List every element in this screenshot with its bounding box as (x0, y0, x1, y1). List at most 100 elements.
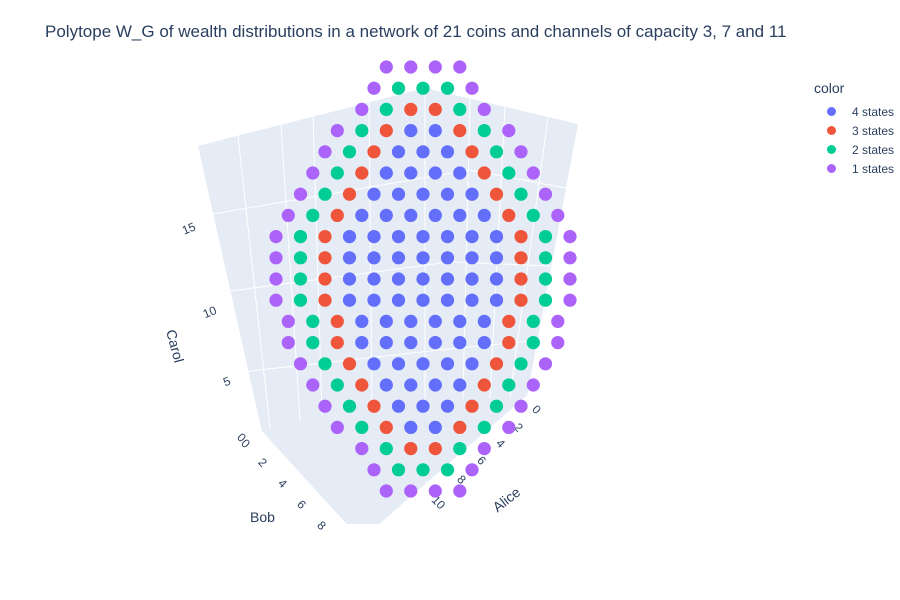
data-point[interactable] (514, 399, 528, 413)
data-point[interactable] (355, 102, 369, 116)
data-point[interactable] (453, 314, 467, 328)
data-point[interactable] (416, 399, 430, 413)
data-point[interactable] (477, 166, 491, 180)
data-point[interactable] (367, 293, 381, 307)
data-point[interactable] (538, 187, 553, 201)
data-point[interactable] (318, 145, 332, 159)
data-point[interactable] (269, 293, 283, 307)
data-point[interactable] (318, 272, 332, 286)
data-point[interactable] (428, 420, 442, 434)
data-point[interactable] (453, 484, 467, 498)
data-point[interactable] (477, 442, 491, 456)
data-point[interactable] (416, 272, 430, 286)
data-point[interactable] (391, 251, 406, 265)
data-point[interactable] (355, 124, 369, 138)
data-point[interactable] (453, 102, 467, 116)
data-point[interactable] (538, 293, 553, 307)
data-point[interactable] (428, 124, 442, 138)
data-point[interactable] (428, 60, 442, 74)
data-point[interactable] (367, 357, 381, 371)
data-point[interactable] (526, 378, 540, 392)
data-point[interactable] (306, 208, 320, 222)
data-point[interactable] (330, 378, 344, 392)
data-point[interactable] (416, 463, 430, 477)
data-point[interactable] (465, 293, 479, 307)
data-point[interactable] (404, 314, 418, 328)
data-point[interactable] (391, 399, 406, 413)
data-point[interactable] (465, 463, 479, 477)
data-point[interactable] (404, 378, 418, 392)
data-point[interactable] (318, 293, 332, 307)
data-point[interactable] (489, 251, 504, 265)
data-point[interactable] (330, 314, 344, 328)
data-point[interactable] (293, 293, 308, 307)
data-point[interactable] (465, 230, 479, 244)
data-point[interactable] (342, 293, 357, 307)
data-point[interactable] (318, 399, 332, 413)
data-point[interactable] (563, 251, 577, 265)
data-point[interactable] (514, 251, 528, 265)
legend-item[interactable]: 3 states (814, 121, 894, 140)
data-point[interactable] (416, 293, 430, 307)
data-point[interactable] (502, 124, 516, 138)
data-point[interactable] (477, 420, 491, 434)
data-point[interactable] (281, 314, 295, 328)
data-point[interactable] (563, 293, 577, 307)
data-point[interactable] (342, 187, 357, 201)
data-point[interactable] (342, 230, 357, 244)
data-point[interactable] (489, 272, 504, 286)
data-point[interactable] (514, 293, 528, 307)
data-point[interactable] (489, 230, 504, 244)
data-point[interactable] (428, 442, 442, 456)
data-point[interactable] (465, 272, 479, 286)
data-point[interactable] (477, 102, 491, 116)
data-point[interactable] (489, 357, 504, 371)
data-point[interactable] (453, 60, 467, 74)
data-point[interactable] (440, 293, 455, 307)
data-point[interactable] (367, 272, 381, 286)
data-point[interactable] (526, 336, 540, 350)
data-point[interactable] (514, 145, 528, 159)
data-point[interactable] (477, 208, 491, 222)
data-point[interactable] (330, 208, 344, 222)
data-point[interactable] (306, 336, 320, 350)
data-point[interactable] (404, 102, 418, 116)
data-point[interactable] (453, 336, 467, 350)
data-point[interactable] (293, 251, 308, 265)
data-point[interactable] (379, 314, 393, 328)
data-point[interactable] (465, 145, 479, 159)
data-point[interactable] (404, 442, 418, 456)
data-point[interactable] (293, 187, 308, 201)
data-point[interactable] (379, 378, 393, 392)
legend-item[interactable]: 4 states (814, 102, 894, 121)
data-point[interactable] (551, 314, 565, 328)
data-point[interactable] (538, 357, 553, 371)
data-point[interactable] (367, 187, 381, 201)
data-point[interactable] (318, 230, 332, 244)
data-point[interactable] (379, 484, 393, 498)
data-point[interactable] (453, 420, 467, 434)
data-point[interactable] (428, 102, 442, 116)
data-point[interactable] (293, 272, 308, 286)
data-point[interactable] (367, 399, 381, 413)
data-point[interactable] (281, 336, 295, 350)
data-point[interactable] (453, 442, 467, 456)
data-point[interactable] (391, 272, 406, 286)
data-point[interactable] (355, 208, 369, 222)
data-point[interactable] (514, 357, 528, 371)
data-point[interactable] (330, 124, 344, 138)
data-point[interactable] (391, 357, 406, 371)
data-point[interactable] (502, 166, 516, 180)
data-point[interactable] (440, 81, 455, 95)
data-point[interactable] (391, 293, 406, 307)
data-point[interactable] (416, 81, 430, 95)
data-point[interactable] (465, 187, 479, 201)
data-point[interactable] (367, 251, 381, 265)
data-point[interactable] (526, 208, 540, 222)
data-point[interactable] (342, 251, 357, 265)
data-point[interactable] (440, 251, 455, 265)
data-point[interactable] (355, 336, 369, 350)
data-point[interactable] (514, 272, 528, 286)
data-point[interactable] (489, 145, 504, 159)
